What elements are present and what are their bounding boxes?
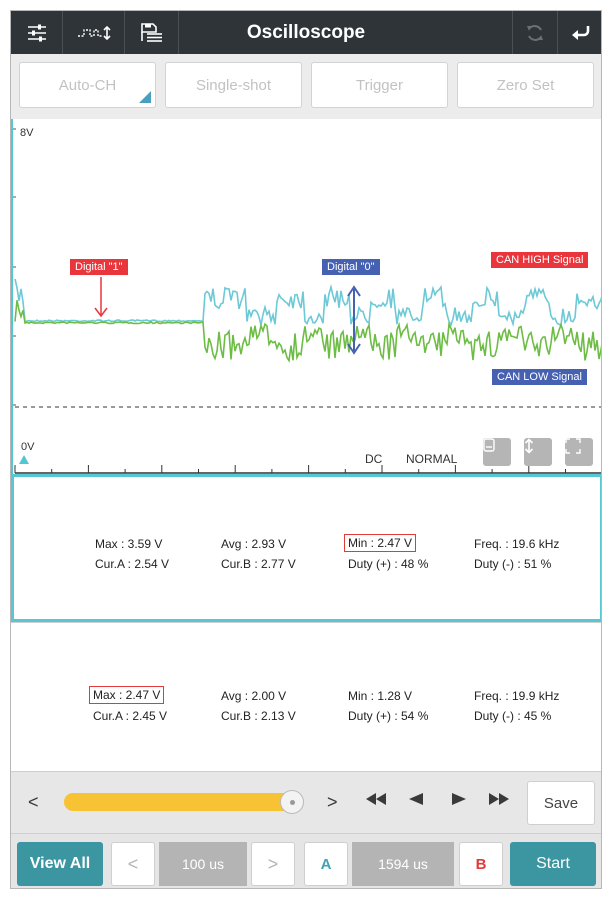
ch1-freq: Freq. : 19.6 kHz [474,537,560,551]
time-prev-button[interactable]: < [111,842,155,886]
ch1-duty-pos: Duty (+) : 48 % [348,557,429,571]
ch2-min: Min : 1.28 V [348,689,413,703]
waveform-display[interactable]: 8V 0V Digital "1" Digital "0" CAN HIGH S… [11,119,601,474]
waveform-canvas [13,128,601,474]
trigger-label: Trigger [356,76,403,94]
back-return-icon[interactable] [558,11,601,54]
bottom-voltage-label: 0V [21,441,35,453]
bottom-bar: View All < 100 us > A 1594 us B Start [11,833,601,888]
refresh-icon[interactable] [512,11,558,54]
can-high-trace [14,278,601,328]
ch2-cur-b: Cur.B : 2.13 V [221,709,296,723]
top-voltage-label: 8V [20,127,34,139]
control-toolbar: Auto-CH Single-shot Trigger Zero Set [11,54,601,119]
ch2-duty-pos: Duty (+) : 54 % [348,709,429,723]
ch1-cur-b: Cur.B : 2.77 V [221,557,296,571]
ch1-duty-neg: Duty (-) : 51 % [474,557,552,571]
fast-rewind-icon[interactable] [365,791,387,813]
ch1-min: Min : 2.47 V [344,534,417,552]
auto-ch-button[interactable]: Auto-CH [19,62,156,108]
single-shot-button[interactable]: Single-shot [165,62,302,108]
playback-bar: < > Save [11,771,601,833]
step-forward-icon[interactable] [451,791,467,813]
can-low-tag: CAN LOW Signal [492,369,587,385]
pulse-waveform-icon[interactable] [63,11,125,54]
can-high-tag: CAN HIGH Signal [491,252,589,268]
step-back-icon[interactable] [408,791,424,813]
can-low-trace [14,300,601,363]
single-shot-label: Single-shot [195,76,272,94]
time-div-value: 100 us [159,842,247,886]
ch2-avg: Avg : 2.00 V [221,689,287,703]
ch1-cur-a: Cur.A : 2.54 V [95,557,170,571]
zero-set-label: Zero Set [496,76,555,94]
scroll-left-icon[interactable]: < [28,792,39,812]
ch2-cur-a: Cur.A : 2.45 V [93,709,168,723]
cursor-time-value: 1594 us [352,842,454,886]
ch1-max: Max : 3.59 V [95,537,163,551]
start-button[interactable]: Start [510,842,596,886]
vertical-scale-icon[interactable] [524,438,552,466]
memory-icon[interactable] [483,438,511,466]
trigger-mode-label: NORMAL [406,452,458,466]
page-title: Oscilloscope [246,22,366,43]
header-bar: Oscilloscope [11,11,601,54]
dropdown-corner-icon [139,91,151,103]
digital-0-tag: Digital "0" [322,259,380,275]
ch2-max: Max : 2.47 V [89,686,165,704]
fast-forward-icon[interactable] [488,791,510,813]
coupling-label: DC [365,452,383,466]
settings-sliders-icon[interactable] [11,11,63,54]
position-slider-track[interactable] [64,793,304,811]
fullscreen-icon[interactable] [565,438,593,466]
time-next-button[interactable]: > [251,842,295,886]
save-list-icon[interactable] [125,11,179,54]
cursor-a-button[interactable]: A [304,842,348,886]
ch1-avg: Avg : 2.93 V [221,537,287,551]
ch2-duty-neg: Duty (-) : 45 % [474,709,552,723]
oscilloscope-app: Oscilloscope Auto-CH Single-shot Trigg [10,10,602,889]
zero-set-button[interactable]: Zero Set [457,62,594,108]
channel-1-measurements[interactable]: Max : 3.59 V Avg : 2.93 V Min : 2.47 V F… [11,474,601,622]
zero-level-marker [19,455,29,464]
scroll-right-icon[interactable]: > [327,792,338,812]
auto-ch-label: Auto-CH [58,76,117,94]
trigger-button[interactable]: Trigger [311,62,448,108]
view-all-button[interactable]: View All [17,842,103,886]
save-button[interactable]: Save [527,781,595,825]
position-slider-knob[interactable] [280,790,304,814]
channel-2-measurements[interactable]: Max : 2.47 V Avg : 2.00 V Min : 1.28 V F… [11,622,601,771]
cursor-b-button[interactable]: B [459,842,503,886]
digital-1-tag: Digital "1" [70,259,128,275]
ch2-freq: Freq. : 19.9 kHz [474,689,560,703]
